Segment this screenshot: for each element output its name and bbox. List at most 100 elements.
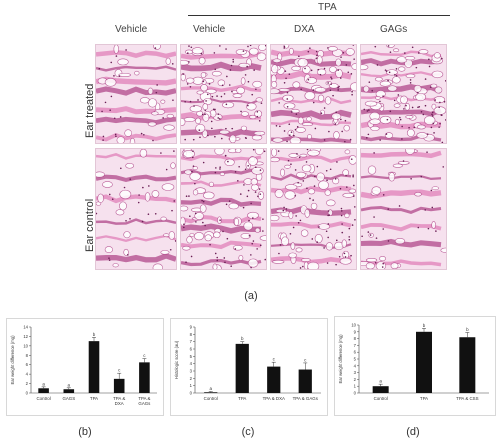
tpa-header-rule — [188, 15, 450, 16]
chart-d-xtick-label: TPA & CSS — [456, 396, 478, 401]
chart-c-ytick-label: 9 — [190, 325, 193, 330]
chart-d-ytick-label: 0 — [354, 391, 357, 396]
chart-c-ytick-label: 2 — [190, 376, 193, 381]
tissue-stain — [181, 45, 266, 143]
micrograph-control-dxa — [270, 148, 357, 270]
chart-c-ytick-label: 3 — [190, 369, 193, 374]
col-header-vehicle: Vehicle — [115, 24, 148, 35]
chart-b-xtick-label: TPA — [90, 396, 98, 401]
tissue-stain — [271, 45, 356, 143]
chart-b-ytick-label: 10 — [23, 343, 28, 348]
chart-d-ytick-label: 10 — [351, 323, 356, 328]
chart-b-ytick-label: 12 — [23, 334, 28, 339]
chart-b-ytick-label: 6 — [26, 362, 29, 367]
chart-b-sig-letter: c — [118, 368, 121, 373]
chart-d-ytick-label: 6 — [354, 350, 357, 355]
chart-c-bar — [204, 392, 218, 393]
chart-d-bar — [372, 386, 389, 393]
chart-b-bar — [139, 362, 150, 393]
chart-c-xtick-label: TPA & GAGs — [293, 396, 319, 401]
chart-b: Ear weight difference (mg) 0 2 4 6 8 10 12 14 a Co… — [6, 318, 164, 416]
chart-b-ytick-label: 4 — [26, 372, 29, 377]
chart-c-ytick-label: 4 — [190, 361, 193, 366]
chart-d-sig-letter: a — [379, 379, 382, 384]
chart-c-sig-letter: c — [304, 357, 307, 362]
chart-d-svg: Ear weight difference (mg) 0 1 2 3 45 6 7 8 910 a C… — [338, 323, 489, 401]
tissue-stain — [361, 149, 446, 269]
chart-b-ytick-label: 2 — [26, 381, 29, 386]
chart-b-ytick-label: 0 — [26, 391, 29, 396]
chart-c-bar — [235, 343, 249, 393]
col-header-gags: GAGs — [380, 24, 408, 35]
chart-c-xtick-label: TPA & DXA — [263, 396, 285, 401]
chart-c-svg: Histologic score (au) 0 1 2 3 4 5 6 7 8 9 a Control b… — [174, 325, 321, 401]
chart-d-ytick-label: 7 — [354, 343, 357, 348]
chart-c-bar — [298, 369, 312, 393]
chart-d-ylabel: Ear weight difference (mg) — [338, 334, 343, 384]
chart-b-sig-letter: a — [68, 382, 71, 387]
chart-c-sig-letter: a — [209, 386, 212, 391]
chart-d: Ear weight difference (mg) 0 1 2 3 4 5 6 7 8 9 10 a C… — [334, 316, 496, 416]
caption-a: (a) — [244, 290, 258, 302]
micrograph-treated-dxa — [270, 44, 357, 144]
tissue-stain — [181, 149, 266, 269]
chart-c-sig-letter: c — [273, 357, 276, 362]
chart-d-bar — [459, 337, 476, 393]
chart-d-ytick-label: 1 — [354, 384, 357, 389]
tissue-stain — [271, 149, 356, 269]
micrograph-control-vehicle — [95, 148, 177, 270]
chart-d-ytick-label: 8 — [354, 336, 357, 341]
chart-d-ytick-label: 5 — [354, 357, 357, 362]
chart-b-xtick-label: Control — [37, 396, 51, 401]
tissue-stain — [96, 45, 176, 143]
chart-c-ytick-label: 0 — [190, 391, 193, 396]
caption-d: (d) — [406, 426, 420, 438]
chart-d-ytick-label: 9 — [354, 329, 357, 334]
chart-d-sig-letter: b — [466, 327, 469, 332]
chart-b-bar — [38, 388, 49, 393]
tissue-stain — [361, 45, 446, 143]
chart-b-ytick-label: 14 — [23, 325, 28, 330]
micrograph-control-gags — [360, 148, 447, 270]
micrograph-treated-gags — [360, 44, 447, 144]
col-header-dxa: DXA — [294, 24, 315, 35]
chart-b-sig-letter: b — [93, 332, 96, 337]
chart-d-bar — [416, 331, 432, 393]
chart-c-xtick-label: TPA — [238, 396, 246, 401]
chart-d-sig-letter: b — [423, 323, 426, 328]
chart-b-xtick-label: TPA & DXA — [113, 396, 125, 406]
chart-d-ytick-label: 2 — [354, 377, 357, 382]
chart-c-sig-letter: b — [241, 336, 244, 341]
tissue-stain — [96, 149, 176, 269]
chart-c-ytick-label: 8 — [190, 332, 193, 337]
chart-d-xtick-label: Control — [374, 396, 388, 401]
chart-b-ytick-label: 8 — [26, 353, 29, 358]
chart-b-ylabel: Ear weight difference (mg) — [10, 335, 15, 385]
caption-b: (b) — [78, 426, 92, 438]
tpa-header: TPA — [318, 2, 337, 13]
chart-c-ytick-label: 5 — [190, 354, 193, 359]
chart-b-sig-letter: c — [143, 353, 146, 358]
caption-c: (c) — [241, 426, 255, 438]
chart-d-ytick-label: 3 — [354, 370, 357, 375]
chart-b-bar — [88, 341, 100, 393]
chart-d-xtick-label: TPA — [420, 396, 428, 401]
chart-b-xtick-label: GAGS — [62, 396, 75, 401]
chart-d-ytick-label: 4 — [354, 363, 357, 368]
chart-c-ylabel: Histologic score (au) — [174, 340, 179, 379]
micrograph-control-tpa-vehicle — [180, 148, 267, 270]
chart-c-bar — [267, 366, 281, 393]
chart-c: Histologic score (au) 0 1 2 3 4 5 6 7 8 9 a Control b… — [170, 318, 328, 416]
chart-c-ytick-label: 1 — [190, 383, 193, 388]
chart-c-xtick-label: Control — [204, 396, 218, 401]
micrograph-treated-tpa-vehicle — [180, 44, 267, 144]
col-header-tpa-vehicle: Vehicle — [193, 24, 226, 35]
chart-c-ytick-label: 7 — [190, 339, 193, 344]
chart-b-bar — [63, 389, 75, 393]
chart-c-ytick-label: 6 — [190, 347, 193, 352]
chart-b-bar — [113, 378, 125, 393]
chart-b-xtick-label: TPA & GAGs — [138, 396, 151, 406]
chart-b-svg: Ear weight difference (mg) 0 2 4 6 8 10 12 14 a Co… — [10, 325, 157, 406]
chart-b-sig-letter: a — [42, 381, 45, 386]
micrograph-treated-vehicle — [95, 44, 177, 144]
